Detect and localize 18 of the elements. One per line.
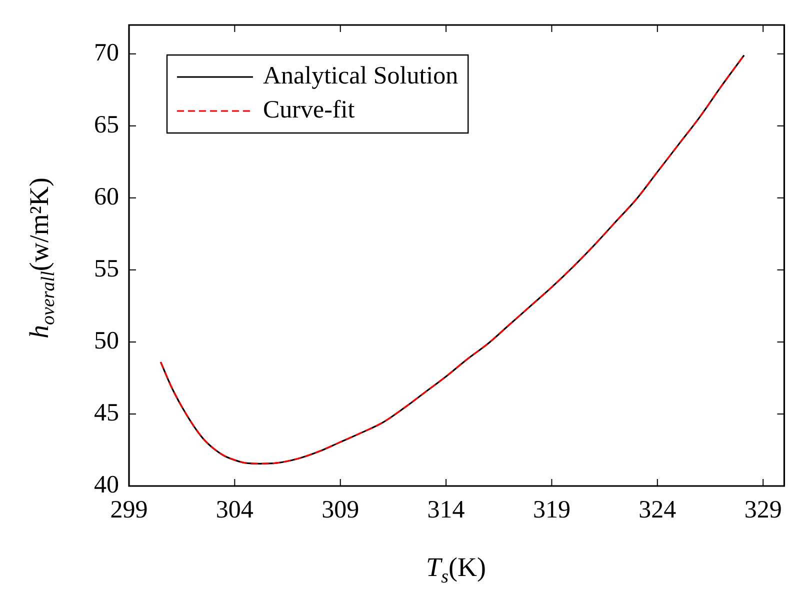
- x-tick-label: 319: [532, 496, 570, 524]
- x-tick-label: 329: [744, 496, 782, 524]
- x-tick-label: 309: [322, 496, 360, 524]
- x-tick-label: 324: [638, 496, 677, 524]
- y-tick-label: 65: [94, 111, 119, 138]
- legend-label: Curve-fit: [263, 96, 355, 124]
- x-axis-title: T$_{s}$(K): [425, 552, 487, 588]
- y-tick-label: 45: [94, 400, 119, 427]
- legend-label: Analytical Solution: [263, 62, 459, 90]
- y-tick-label: 70: [94, 39, 119, 66]
- line-series: [160, 54, 745, 464]
- y-tick-label: 50: [94, 328, 119, 354]
- x-tick-label: 299: [110, 496, 148, 524]
- x-tick-label: 314: [427, 496, 466, 524]
- x-tick-label: 304: [216, 496, 254, 524]
- y-tick-label: 60: [94, 183, 119, 210]
- y-tick-label: 55: [94, 255, 119, 282]
- y-tick-label: 40: [94, 472, 119, 499]
